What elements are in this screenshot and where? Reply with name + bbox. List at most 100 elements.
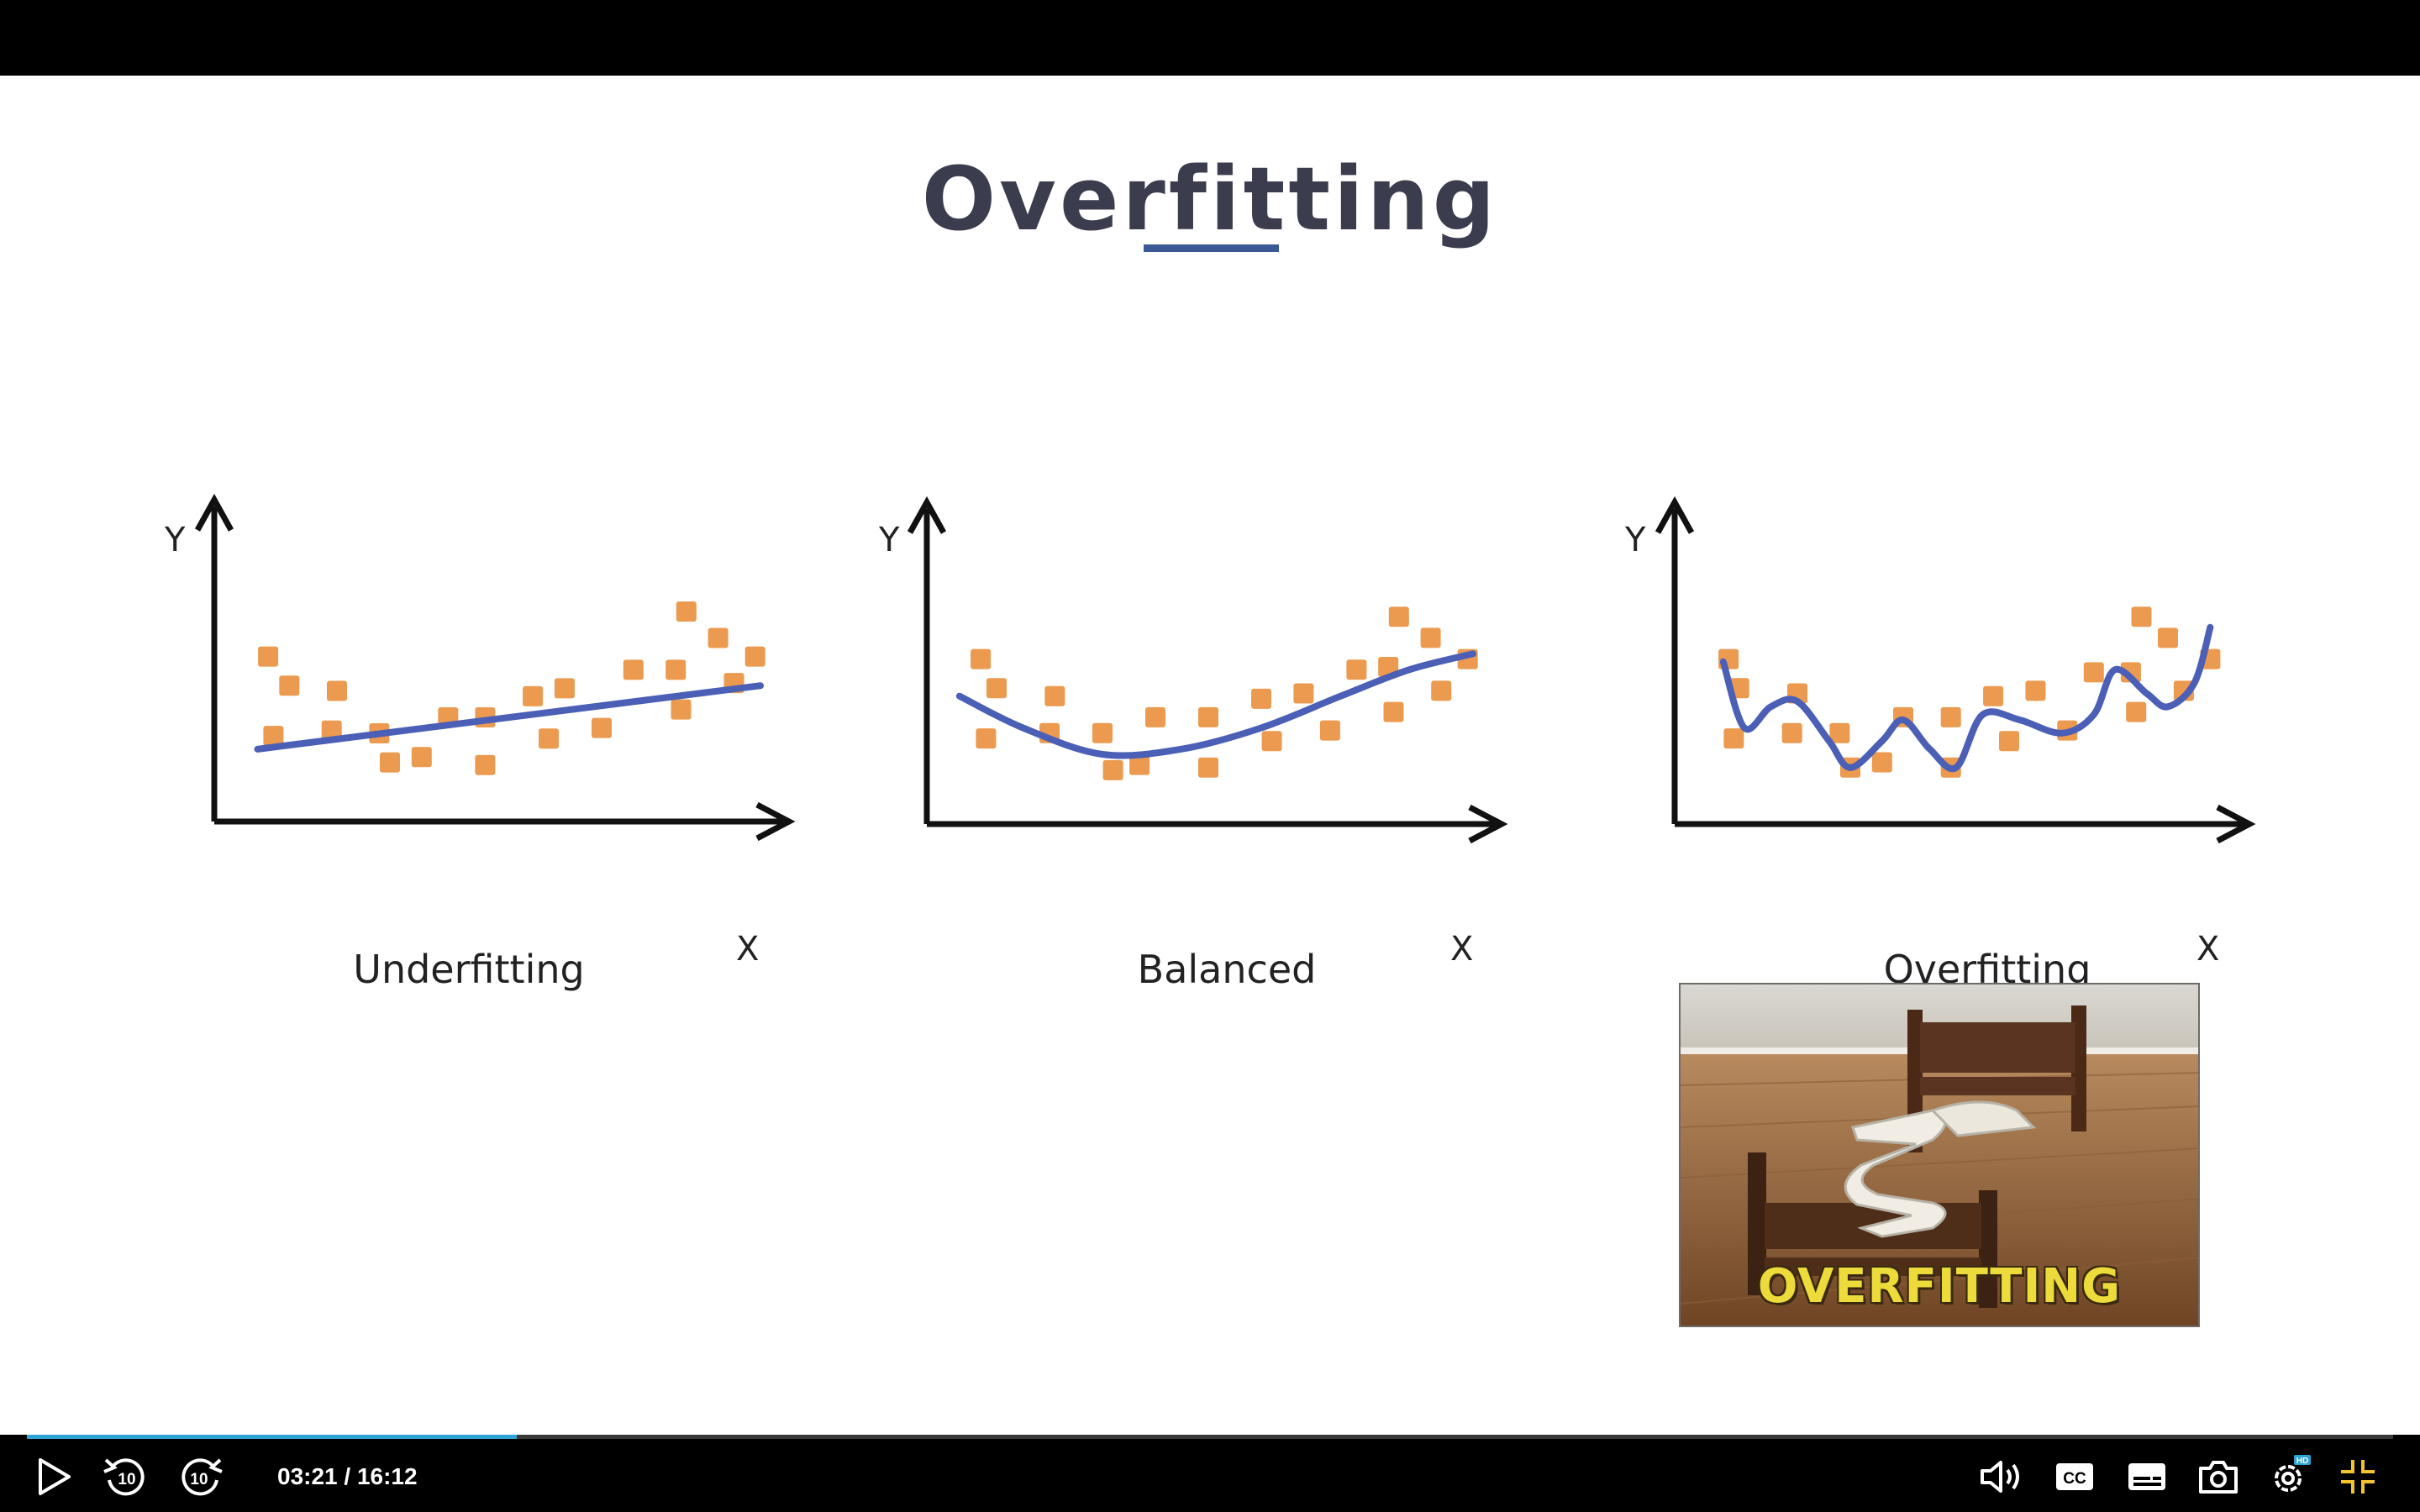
y-axis-arrow — [1655, 496, 1695, 534]
data-point — [539, 728, 559, 749]
data-point — [1346, 659, 1367, 680]
exit-fullscreen-button[interactable] — [2336, 1457, 2380, 1497]
data-point — [1293, 683, 1314, 704]
data-point — [1983, 685, 2004, 706]
x-axis-arrow — [755, 801, 796, 842]
progress-fill — [27, 1435, 517, 1439]
play-icon — [39, 1458, 71, 1495]
y-axis-arrow — [907, 496, 947, 534]
data-point — [1145, 706, 1165, 727]
data-point — [1251, 688, 1271, 709]
data-point — [523, 685, 544, 706]
forward-icon: 10 — [182, 1458, 223, 1496]
rewind-label: 10 — [118, 1471, 135, 1488]
subtitles-icon — [2128, 1463, 2165, 1490]
data-point — [1198, 706, 1218, 727]
data-point — [1383, 701, 1404, 722]
page-title: Overfitting — [921, 148, 1499, 250]
data-point — [1319, 720, 1340, 741]
data-point — [327, 680, 347, 701]
y-axis-label: Y — [1624, 521, 1646, 559]
volume-icon — [1981, 1461, 2019, 1493]
volume-button[interactable] — [1976, 1457, 2027, 1497]
data-point — [258, 646, 279, 667]
data-point — [676, 601, 697, 622]
subtitles-button[interactable] — [2125, 1457, 2169, 1497]
data-point — [623, 659, 644, 680]
data-point — [1940, 706, 1961, 727]
data-point — [1431, 680, 1452, 701]
forward-10-button[interactable]: 10 — [176, 1457, 224, 1497]
data-point — [671, 699, 692, 720]
data-point — [1198, 757, 1218, 778]
data-point — [1044, 685, 1065, 706]
bed-photo-illustration — [1681, 984, 2198, 1326]
hd-badge-label: HD — [2296, 1457, 2308, 1466]
data-point — [263, 726, 284, 747]
data-point — [554, 678, 575, 699]
fit-curve — [1719, 623, 2214, 773]
gear-icon: HD — [2275, 1455, 2311, 1492]
svg-text:CC: CC — [2063, 1470, 2086, 1488]
data-point — [1261, 731, 1282, 752]
cc-icon: CC — [2056, 1463, 2093, 1490]
data-point — [1388, 606, 1409, 627]
time-display: 03:21 / 16:12 — [277, 1463, 418, 1489]
progress-bar[interactable] — [27, 1435, 2393, 1439]
overfitting-bed-photo: OVERFITTING — [1679, 983, 2200, 1327]
x-axis-label: X — [1450, 930, 1473, 969]
settings-button[interactable]: HD — [2266, 1455, 2313, 1497]
x-axis-arrow — [2216, 804, 2256, 844]
chart-label: Underfitting — [353, 947, 584, 992]
data-point — [1999, 731, 2019, 752]
data-point — [475, 754, 496, 775]
chart-underfitting-group: Y X Underfitting — [164, 493, 796, 992]
data-point — [2126, 701, 2147, 722]
play-button[interactable] — [32, 1457, 76, 1497]
data-point — [2083, 662, 2104, 683]
data-point — [1420, 627, 1441, 648]
fit-curve — [955, 650, 1476, 759]
snapshot-button[interactable] — [2196, 1457, 2241, 1497]
chart-balanced-group: Y X Balanced — [878, 496, 1508, 992]
data-point — [2158, 627, 2178, 648]
data-point — [976, 728, 997, 749]
data-point — [380, 752, 400, 773]
data-point — [411, 747, 432, 768]
y-axis-arrow — [194, 493, 234, 532]
y-axis-label: Y — [164, 521, 186, 559]
data-point — [744, 646, 765, 667]
closed-captions-button[interactable]: CC — [2053, 1457, 2096, 1497]
exit-fullscreen-icon — [2341, 1460, 2375, 1494]
data-point — [279, 675, 300, 696]
rewind-10-button[interactable]: 10 — [103, 1457, 150, 1497]
data-point — [592, 717, 612, 738]
data-point — [986, 678, 1007, 699]
data-point — [971, 648, 992, 669]
data-point — [1723, 728, 1744, 749]
title-underline — [1144, 244, 1279, 252]
x-axis-label: X — [736, 930, 759, 969]
photo-caption: OVERFITTING — [1757, 1259, 2122, 1314]
data-point — [1129, 754, 1150, 775]
slide-viewport: Overfitting Y X Underfitting Y X Balanced Y X… — [0, 76, 2420, 1435]
data-point — [1092, 722, 1113, 743]
data-point — [708, 627, 729, 648]
player-controls: 10 10 03:21 / 16:12 CC — [0, 1435, 2420, 1512]
data-point — [2025, 680, 2046, 701]
forward-label: 10 — [190, 1471, 208, 1488]
x-axis-label: X — [2196, 930, 2219, 969]
data-point — [1829, 722, 1850, 743]
data-point — [2131, 606, 2152, 627]
hd-badge — [2294, 1455, 2311, 1465]
data-point — [321, 720, 342, 741]
data-point — [666, 659, 687, 680]
fit-curve — [254, 682, 764, 753]
y-axis-label: Y — [878, 521, 900, 559]
rewind-icon: 10 — [103, 1458, 145, 1496]
chart-label: Balanced — [1138, 947, 1317, 992]
top-black-bar — [0, 0, 2420, 76]
data-point — [1871, 752, 1892, 773]
data-point — [1781, 722, 1802, 743]
